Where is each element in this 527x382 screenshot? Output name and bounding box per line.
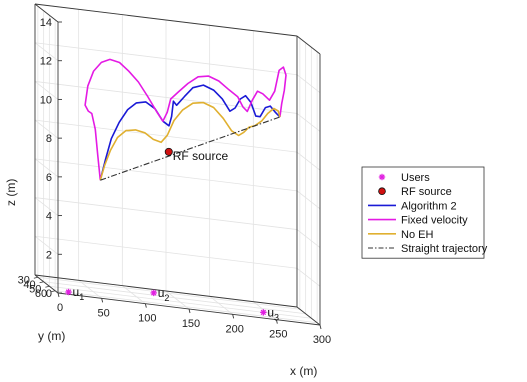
y-tick-mark xyxy=(45,285,50,288)
y-tick-label: 30 xyxy=(18,274,30,286)
legend-label: Fixed velocity xyxy=(401,215,468,227)
grid-line-z-side xyxy=(296,113,321,132)
grid-line-x-floor xyxy=(78,280,102,299)
x-tick-label: 300 xyxy=(313,334,331,346)
y-tick-label: 50 xyxy=(29,283,41,295)
grid-line-x-floor xyxy=(209,296,233,315)
series-line-straight-trajectory xyxy=(100,116,281,181)
z-tick-label: 4 xyxy=(46,211,52,223)
grid-line-y-floor xyxy=(49,285,312,319)
back-top-edge xyxy=(34,3,298,37)
grid-line-z-back xyxy=(34,197,298,230)
user-label: u2 xyxy=(158,286,170,303)
x-tick-label: 200 xyxy=(225,323,243,335)
series-line-algorithm-2 xyxy=(99,84,281,181)
legend: Users RF source Algorithm 2 Fixed velocity N… xyxy=(361,166,488,259)
z-tick-label: 2 xyxy=(46,249,52,261)
z-tick-label: 14 xyxy=(40,17,52,29)
user-marker xyxy=(260,309,267,316)
grid-line-z-left xyxy=(34,42,59,62)
x-tick-mark xyxy=(57,292,60,298)
y-tick-label: 40 xyxy=(23,279,35,291)
grid-line-z-back xyxy=(34,158,298,192)
rf-source-label: RF source xyxy=(173,149,229,163)
legend-label: No EH xyxy=(401,229,433,241)
legend-entry: Algorithm 2 xyxy=(368,200,457,212)
legend-label: Users xyxy=(401,172,430,184)
user-marker xyxy=(150,289,157,297)
x-tick-label: 0 xyxy=(57,302,63,314)
grid-line-z-left xyxy=(34,81,59,100)
legend-box xyxy=(361,166,485,259)
z-axis-label: z (m) xyxy=(4,179,18,206)
x-tick-mark xyxy=(319,324,322,330)
legend-label: RF source xyxy=(401,186,452,198)
grid-line-x-floor xyxy=(165,290,190,310)
series-line-fixed-velocity xyxy=(84,58,287,181)
z-tick-label: 6 xyxy=(46,172,52,184)
data-series xyxy=(84,58,287,181)
user-marker xyxy=(65,288,72,296)
grid-line-z-back xyxy=(34,235,298,269)
x-tick-mark xyxy=(275,319,278,324)
legend-entry: RF source xyxy=(378,186,452,198)
grid-line-z-side xyxy=(296,190,321,210)
axis-panes xyxy=(35,4,320,325)
y-tick-mark xyxy=(51,290,56,293)
right-top-edge xyxy=(296,35,321,55)
y-axis-line xyxy=(34,274,59,294)
x-tick-mark xyxy=(144,303,147,308)
z-tick-label: 12 xyxy=(40,56,52,68)
grid-line-z-side xyxy=(296,267,321,287)
x-tick-label: 250 xyxy=(269,329,287,341)
grid-line-z-left xyxy=(34,119,59,139)
x-tick-mark xyxy=(101,298,104,303)
grid-line-z-left xyxy=(34,235,59,255)
grid-line-y-floor xyxy=(37,276,300,310)
z-tick-label: 10 xyxy=(40,94,52,106)
left-top-edge xyxy=(34,3,59,23)
data-markers: u1 u2 u3 RF source xyxy=(65,147,279,322)
grid-line-z-side xyxy=(296,151,321,171)
legend-entry: Fixed velocity xyxy=(368,215,468,227)
grid-line-y-floor xyxy=(55,290,318,324)
grid-line-z-back xyxy=(34,42,298,76)
grid-line-z-left xyxy=(34,158,59,178)
x-tick-label: 150 xyxy=(182,318,200,330)
y-tick-mark xyxy=(39,281,44,284)
legend-entry: Users xyxy=(378,172,430,184)
legend-label: Straight trajectory xyxy=(401,243,488,255)
x-tick-label: 50 xyxy=(98,307,110,319)
rf-source-marker xyxy=(164,147,173,156)
x-axis-label: x (m) xyxy=(290,364,317,378)
x-tick-mark xyxy=(188,308,191,314)
back-bottom-edge xyxy=(34,274,298,308)
y-tick-label: 60 xyxy=(35,288,47,300)
user-label: u1 xyxy=(73,285,85,302)
x-tick-mark xyxy=(232,314,235,319)
legend-entry: Straight trajectory xyxy=(368,243,488,255)
grid-line-z-left xyxy=(34,197,59,216)
user-label: u3 xyxy=(267,305,279,322)
grid-line-y-floor xyxy=(43,281,306,315)
legend-users-icon xyxy=(378,173,386,181)
legend-label: Algorithm 2 xyxy=(401,200,457,212)
series-line-no-eh xyxy=(99,101,281,181)
grid-line-z-side xyxy=(296,229,321,248)
x-tick-label: 100 xyxy=(138,313,156,325)
right-bottom-edge xyxy=(296,306,321,326)
grid-line-z-side xyxy=(296,74,321,94)
legend-rf-icon xyxy=(378,187,386,196)
grid-line-x-floor xyxy=(122,285,146,304)
y-axis-label: y (m) xyxy=(38,329,65,343)
y-tick-mark xyxy=(33,276,38,279)
z-tick-label: 0 xyxy=(46,288,52,300)
legend-entry: No EH xyxy=(368,229,433,241)
z-tick-label: 8 xyxy=(46,133,52,145)
